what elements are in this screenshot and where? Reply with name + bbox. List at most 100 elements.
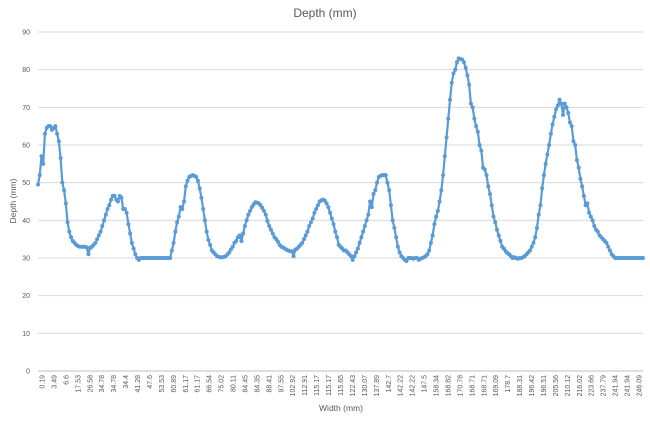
data-point [567, 120, 572, 125]
x-tick-label: 178.7 [505, 375, 512, 393]
data-point [67, 229, 72, 234]
data-point [100, 223, 105, 228]
data-point [491, 214, 496, 219]
data-point [194, 175, 199, 180]
x-tick-label: 196.51 [541, 375, 548, 397]
data-point [307, 223, 312, 228]
data-point [122, 207, 127, 212]
data-point [595, 229, 600, 234]
data-point [590, 218, 595, 223]
y-tick-label: 0 [26, 369, 30, 376]
data-point [604, 240, 609, 245]
data-point [331, 222, 336, 227]
data-point [430, 233, 435, 238]
x-tick-label: 80.11 [231, 375, 238, 392]
data-point [268, 227, 273, 232]
data-point [606, 244, 611, 249]
data-point [548, 131, 553, 136]
data-point [270, 231, 275, 236]
data-point [246, 212, 251, 217]
data-point [395, 244, 400, 249]
data-point [494, 227, 499, 232]
data-point [390, 218, 395, 223]
data-point [183, 184, 188, 189]
data-point [129, 240, 134, 245]
data-point [364, 218, 369, 223]
data-point [538, 203, 543, 208]
data-point [437, 199, 442, 204]
data-point [60, 180, 65, 185]
data-point [182, 199, 187, 204]
x-tick-label: 115.17 [314, 375, 321, 396]
data-point [385, 180, 390, 185]
x-tick-label: 61.17 [195, 375, 202, 393]
data-point [562, 101, 567, 106]
data-point [486, 184, 491, 189]
y-tick-label: 40 [22, 218, 30, 225]
data-point [37, 173, 42, 178]
data-point [241, 231, 246, 236]
x-tick-label: 210.12 [565, 375, 572, 397]
data-point [314, 207, 319, 212]
data-point [587, 210, 592, 215]
data-point [375, 180, 380, 185]
data-point [291, 254, 296, 259]
x-tick-label: 115.17 [326, 375, 333, 396]
x-tick-label: 158.34 [434, 375, 441, 397]
data-point [119, 195, 124, 200]
data-point [310, 216, 315, 221]
data-point [124, 210, 129, 215]
data-point [531, 240, 536, 245]
data-point [545, 152, 550, 157]
data-point [489, 203, 494, 208]
x-tick-label: 61.17 [183, 375, 190, 393]
data-point [470, 105, 475, 110]
data-point [581, 193, 586, 198]
data-point [173, 229, 178, 234]
data-point [448, 97, 453, 102]
data-point [103, 212, 108, 217]
x-tick-label: 115.65 [338, 375, 345, 396]
data-point [199, 195, 204, 200]
data-point [435, 208, 440, 213]
x-tick-label: 241.94 [625, 375, 632, 397]
data-point [465, 73, 470, 78]
data-point [56, 139, 61, 144]
data-point [234, 239, 239, 244]
data-point [53, 124, 58, 129]
x-tick-label: 53.53 [159, 375, 166, 393]
data-point [439, 188, 444, 193]
y-axis-title: Depth (mm) [8, 178, 18, 223]
data-point [498, 239, 503, 244]
data-point [352, 254, 357, 259]
data-point [303, 233, 308, 238]
data-point [366, 212, 371, 217]
x-tick-label: 196.42 [529, 375, 536, 397]
data-point [449, 80, 454, 85]
data-point [592, 223, 597, 228]
x-tick-label: 237.79 [601, 375, 608, 397]
data-point [369, 205, 374, 210]
data-point [357, 240, 362, 245]
data-point [442, 154, 447, 159]
data-point [58, 156, 63, 161]
data-point [482, 167, 487, 172]
x-axis-title: Width (mm) [319, 403, 363, 413]
data-point [289, 249, 294, 254]
x-tick-label: 34.78 [111, 375, 118, 393]
data-point [63, 201, 68, 206]
x-tick-label: 17.53 [75, 375, 82, 393]
data-point [201, 207, 206, 212]
x-tick-label: 142.7 [386, 375, 393, 393]
data-point [109, 197, 114, 202]
data-point [86, 252, 91, 257]
x-tick-label: 142.22 [398, 375, 405, 397]
x-tick-label: 168.82 [445, 375, 452, 397]
x-tick-label: 84.45 [242, 375, 249, 393]
data-point [479, 148, 484, 153]
x-tick-label: 0.19 [40, 375, 47, 389]
data-point [493, 220, 498, 225]
data-point [468, 101, 473, 106]
data-point [573, 143, 578, 147]
